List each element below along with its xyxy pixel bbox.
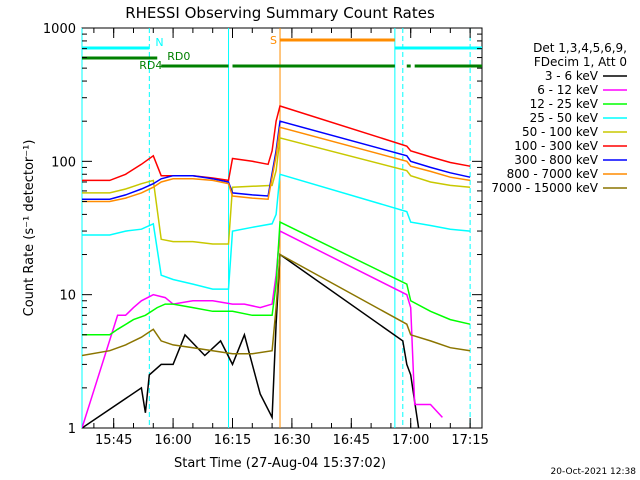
x-tick-label-3: 16:30 bbox=[273, 433, 310, 448]
flag-label-rd0: RD0 bbox=[167, 50, 190, 63]
legend-label-1: 6 - 12 keV bbox=[537, 83, 599, 97]
y-axis-ticks: 1 10 100 1000 bbox=[43, 22, 482, 437]
legend-label-2: 12 - 25 keV bbox=[530, 97, 599, 111]
series-line-3 bbox=[82, 173, 471, 290]
footer-timestamp: 20-Oct-2021 12:38 bbox=[551, 467, 637, 477]
legend: Det 1,3,4,5,6,9, FDecim 1, Att 0 3 - 6 k… bbox=[491, 41, 627, 195]
legend-label-8: 7000 - 15000 keV bbox=[491, 181, 598, 195]
series-line-2 bbox=[82, 220, 471, 336]
legend-label-4: 50 - 100 keV bbox=[522, 125, 599, 139]
x-tick-label-5: 17:00 bbox=[392, 433, 429, 448]
legend-label-7: 800 - 7000 keV bbox=[507, 167, 599, 181]
x-tick-label-2: 16:15 bbox=[214, 433, 251, 448]
plot-frame bbox=[81, 27, 483, 429]
x-tick-label-4: 16:45 bbox=[333, 433, 370, 448]
series-line-7 bbox=[82, 126, 471, 203]
legend-header-line-2: FDecim 1, Att 0 bbox=[534, 55, 627, 69]
legend-label-3: 25 - 50 keV bbox=[530, 111, 599, 125]
flag-label-n: N bbox=[155, 36, 163, 49]
chart-title: RHESSI Observing Summary Count Rates bbox=[125, 4, 435, 22]
flag-label-s: S bbox=[270, 34, 277, 47]
x-axis-label: Start Time (27-Aug-04 15:37:02) bbox=[174, 456, 386, 471]
plot-border bbox=[81, 27, 483, 429]
flag-label-rd4: RD4 bbox=[139, 59, 162, 72]
y-tick-label-0: 1 bbox=[68, 422, 76, 437]
series-line-5 bbox=[82, 105, 471, 182]
x-tick-label-6: 17:15 bbox=[451, 433, 488, 448]
vertical-markers bbox=[81, 28, 471, 428]
x-tick-label-0: 15:45 bbox=[95, 433, 132, 448]
x-axis-ticks: 15:45 16:00 16:15 16:30 16:45 17:00 17:15 bbox=[93, 28, 489, 448]
legend-label-6: 300 - 800 keV bbox=[514, 153, 598, 167]
legend-label-0: 3 - 6 keV bbox=[545, 69, 599, 83]
series-line-8 bbox=[82, 253, 471, 357]
series-line-0 bbox=[82, 253, 420, 428]
series-line-4 bbox=[82, 136, 471, 245]
legend-label-5: 100 - 300 keV bbox=[514, 139, 598, 153]
series-lines bbox=[82, 105, 471, 428]
flag-bars: N S RD0 RD4 bbox=[82, 34, 482, 72]
y-tick-label-3: 1000 bbox=[43, 22, 76, 37]
y-tick-label-2: 100 bbox=[51, 155, 76, 170]
legend-header-line-1: Det 1,3,4,5,6,9, bbox=[533, 41, 627, 55]
x-tick-label-1: 16:00 bbox=[154, 433, 191, 448]
y-tick-label-1: 10 bbox=[59, 289, 76, 304]
y-axis-label: Count Rate (s⁻¹ detector⁻¹) bbox=[22, 140, 37, 317]
series-line-1 bbox=[82, 229, 443, 428]
